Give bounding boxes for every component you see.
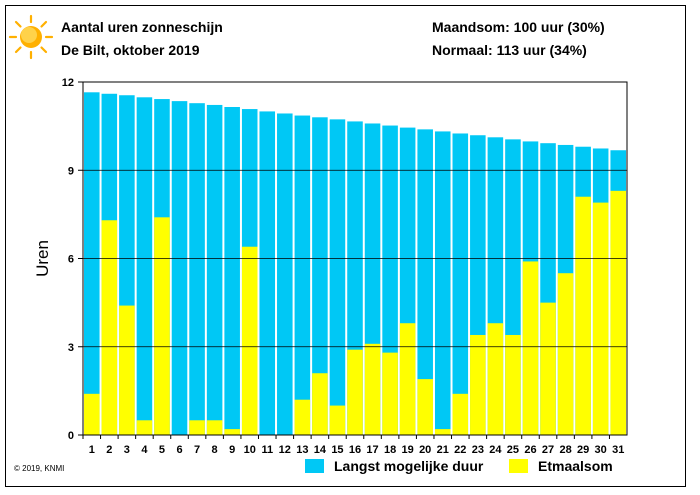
x-tick-label-3: 3: [124, 444, 130, 456]
bar-actual-14: [312, 373, 328, 435]
x-tick-label-2: 2: [106, 444, 112, 456]
x-tick-label-27: 27: [542, 444, 554, 456]
x-tick-label-31: 31: [612, 444, 624, 456]
y-tick-label-3: 3: [68, 342, 74, 354]
x-tick-label-22: 22: [454, 444, 466, 456]
bar-actual-8: [206, 420, 223, 435]
x-tick-label-10: 10: [244, 444, 256, 456]
x-tick-label-15: 15: [331, 444, 343, 456]
bar-actual-26: [522, 261, 539, 435]
y-tick-label-6: 6: [68, 254, 74, 266]
y-tick-label-9: 9: [68, 165, 74, 177]
bar-actual-23: [470, 334, 486, 435]
bar-actual-20: [417, 379, 433, 435]
bar-possible-11: [259, 111, 276, 436]
bar-actual-27: [540, 302, 556, 436]
bar-actual-21: [434, 429, 451, 435]
legend-label-possible: Langst mogelijke duur: [334, 458, 484, 474]
bar-possible-8: [206, 104, 223, 435]
bar-actual-25: [505, 334, 521, 435]
legend-swatch-actual: [509, 459, 528, 473]
bar-possible-13: [294, 115, 311, 435]
copyright: © 2019, KNMI: [14, 464, 65, 473]
x-tick-label-29: 29: [577, 444, 589, 456]
bar-actual-2: [101, 220, 118, 435]
bar-actual-18: [382, 352, 398, 435]
x-tick-label-20: 20: [419, 444, 431, 456]
bar-actual-9: [224, 429, 240, 435]
legend-item-actual: Etmaalsom: [509, 458, 613, 474]
x-tick-label-1: 1: [89, 444, 95, 456]
chart-frame: [5, 5, 686, 487]
bar-actual-7: [189, 420, 205, 435]
x-tick-label-19: 19: [402, 444, 414, 456]
bar-actual-28: [557, 273, 574, 435]
bar-actual-3: [119, 305, 135, 435]
bar-actual-17: [364, 343, 381, 435]
x-tick-label-30: 30: [595, 444, 607, 456]
x-tick-label-6: 6: [176, 444, 182, 456]
bar-possible-4: [136, 97, 153, 436]
legend-item-possible: Langst mogelijke duur: [305, 458, 483, 474]
x-tick-label-16: 16: [349, 444, 361, 456]
normal-total: Normaal: 113 uur (34%): [432, 42, 587, 58]
bar-actual-13: [294, 399, 311, 435]
x-tick-label-23: 23: [472, 444, 484, 456]
bar-actual-1: [84, 393, 100, 435]
sun-icon: [8, 14, 54, 60]
bar-actual-31: [610, 190, 626, 435]
x-tick-label-25: 25: [507, 444, 519, 456]
bar-actual-19: [399, 323, 416, 435]
x-tick-label-5: 5: [159, 444, 165, 456]
bar-possible-21: [434, 131, 451, 436]
bar-actual-16: [347, 349, 363, 435]
y-axis-label: Uren: [33, 240, 52, 277]
legend-swatch-possible: [305, 459, 324, 473]
bar-actual-22: [452, 393, 469, 435]
bar-actual-30: [592, 202, 609, 435]
x-tick-label-7: 7: [194, 444, 200, 456]
y-tick-label-12: 12: [62, 77, 74, 89]
bar-possible-14: [312, 117, 328, 436]
bar-actual-4: [136, 420, 153, 435]
bar-possible-9: [224, 107, 240, 435]
bar-possible-15: [329, 119, 346, 436]
x-tick-label-11: 11: [261, 444, 273, 456]
x-tick-label-17: 17: [366, 444, 378, 456]
x-tick-label-18: 18: [384, 444, 396, 456]
x-tick-label-24: 24: [489, 444, 502, 456]
legend-label-actual: Etmaalsom: [538, 458, 613, 474]
x-tick-label-14: 14: [314, 444, 327, 456]
x-tick-label-26: 26: [524, 444, 536, 456]
bar-actual-24: [487, 323, 504, 435]
x-tick-label-12: 12: [279, 444, 291, 456]
bar-actual-5: [154, 217, 170, 435]
bar-possible-6: [171, 101, 188, 436]
x-tick-label-4: 4: [141, 444, 148, 456]
x-tick-label-8: 8: [212, 444, 218, 456]
bar-actual-15: [329, 405, 346, 435]
bar-possible-1: [84, 92, 100, 436]
chart-subtitle: De Bilt, oktober 2019: [61, 42, 200, 58]
x-tick-label-21: 21: [437, 444, 449, 456]
month-total: Maandsom: 100 uur (30%): [432, 19, 605, 35]
x-tick-label-9: 9: [229, 444, 235, 456]
x-tick-label-13: 13: [296, 444, 308, 456]
bar-possible-7: [189, 103, 205, 436]
bar-actual-10: [241, 246, 258, 435]
x-tick-label-28: 28: [559, 444, 571, 456]
chart-title: Aantal uren zonneschijn: [61, 19, 223, 35]
bar-possible-12: [277, 113, 293, 435]
bar-possible-20: [417, 129, 433, 436]
bar-possible-22: [452, 133, 469, 436]
y-tick-label-0: 0: [68, 430, 74, 442]
bar-actual-29: [575, 196, 591, 435]
